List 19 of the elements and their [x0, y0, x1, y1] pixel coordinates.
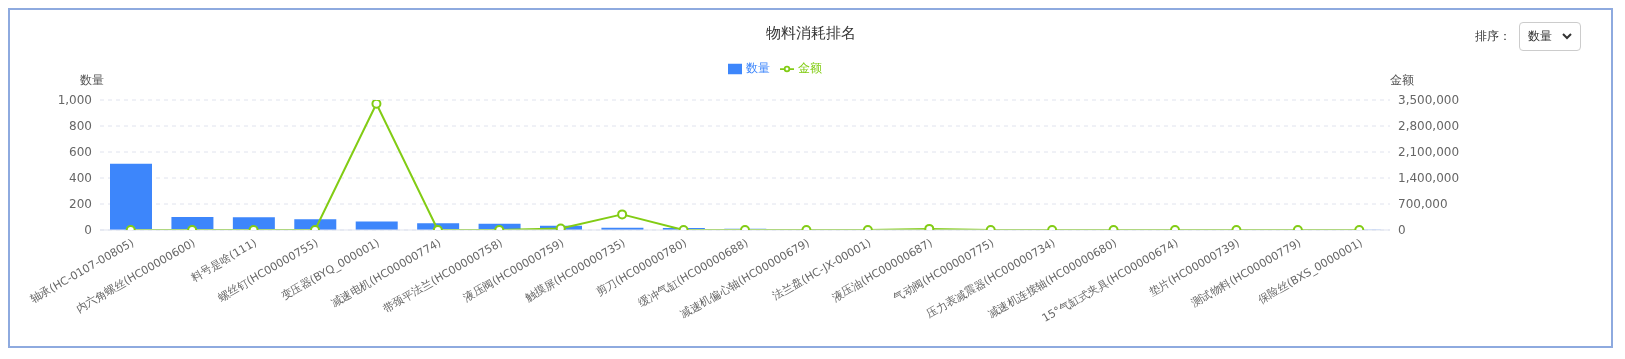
- y-tick-label: 0: [84, 223, 92, 238]
- y-tick-label: 1,000: [57, 93, 92, 108]
- y-tick-label: 200: [69, 197, 92, 212]
- y-axis-title: 数量: [80, 72, 104, 89]
- y2-axis-title: 金额: [1390, 72, 1414, 89]
- y-tick-label: 600: [69, 145, 92, 160]
- text: 排序：: [1475, 28, 1511, 45]
- y2-tick-label: 700,000: [1398, 197, 1448, 212]
- y2-tick-label: 1,400,000: [1398, 171, 1460, 186]
- legend-label: 数量: [746, 61, 770, 75]
- y2-tick-label: 2,100,000: [1398, 145, 1460, 160]
- y-tick-label: 800: [69, 119, 92, 134]
- dropdown-select: 数量: [1519, 22, 1581, 51]
- y2-tick-label: 3,500,000: [1398, 93, 1460, 108]
- y2-tick-label: 0: [1398, 223, 1406, 238]
- chart-title: 物料消耗排名: [765, 24, 856, 42]
- legend-label: 金额: [798, 61, 822, 75]
- y2-tick-label: 2,800,000: [1398, 119, 1460, 134]
- y-tick-label: 400: [69, 171, 92, 186]
